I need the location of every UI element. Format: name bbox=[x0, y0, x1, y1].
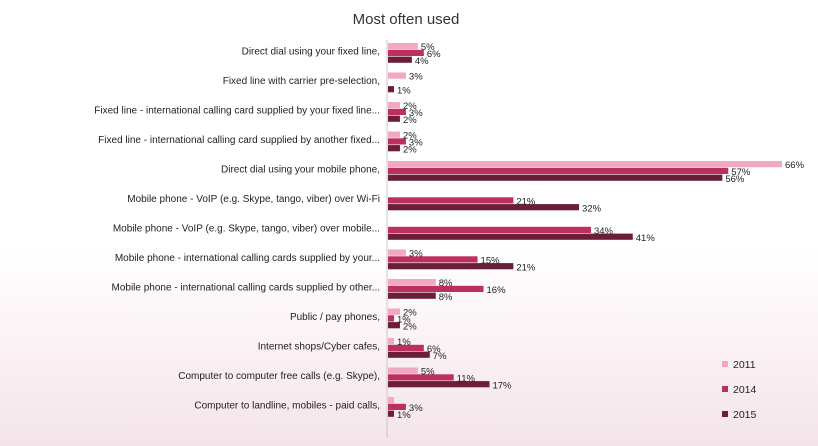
bar-2011 bbox=[388, 102, 400, 109]
data-label: 6% bbox=[427, 344, 441, 355]
bar-2015 bbox=[388, 351, 430, 358]
legend: 2011 2014 2015 bbox=[722, 359, 757, 421]
data-label: 2% bbox=[403, 144, 417, 155]
legend-swatch-2011 bbox=[722, 361, 728, 367]
data-label: 3% bbox=[409, 138, 423, 149]
data-label: 2% bbox=[403, 321, 417, 332]
category-label: Public / pay phones, bbox=[290, 312, 380, 323]
bar-2011 bbox=[388, 367, 418, 374]
bar-2015 bbox=[388, 115, 400, 122]
category-label: Direct dial using your fixed line, bbox=[242, 47, 380, 58]
data-label: 11% bbox=[457, 374, 476, 385]
data-label: 2% bbox=[403, 115, 417, 126]
category-label: Computer to landline, mobiles - paid cal… bbox=[194, 401, 380, 412]
bar-2015 bbox=[388, 381, 490, 388]
bar-2011 bbox=[388, 279, 436, 286]
bar-2014 bbox=[388, 49, 424, 56]
data-label: 56% bbox=[725, 174, 745, 185]
category-labels: Direct dial using your fixed line, Fixed … bbox=[94, 47, 380, 412]
value-labels: 5%6%4%3%1%2%3%2%2%3%2%66%57%56%21%32%34%… bbox=[397, 42, 805, 421]
data-label: 1% bbox=[397, 410, 411, 421]
bar-2015 bbox=[388, 56, 412, 63]
data-label: 2% bbox=[403, 101, 417, 112]
bar-2015 bbox=[388, 322, 400, 329]
data-label: 21% bbox=[516, 262, 536, 273]
bar-2014 bbox=[388, 256, 478, 263]
data-label: 3% bbox=[409, 249, 423, 260]
data-label: 34% bbox=[594, 226, 614, 237]
category-label: Mobile phone - VoIP (e.g. Skype, tango, … bbox=[127, 194, 380, 205]
bar-2014 bbox=[388, 167, 729, 174]
data-label: 3% bbox=[409, 403, 423, 414]
bar-2015 bbox=[388, 174, 723, 181]
bar-2014 bbox=[388, 108, 406, 115]
legend-label: 2014 bbox=[733, 384, 757, 396]
category-label: Fixed line - international calling card … bbox=[98, 135, 380, 146]
data-label: 8% bbox=[439, 292, 453, 303]
bar-2015 bbox=[388, 233, 633, 240]
category-label: Fixed line - international calling card … bbox=[94, 106, 380, 117]
legend-label: 2015 bbox=[733, 409, 757, 421]
data-label: 32% bbox=[582, 203, 602, 214]
data-label: 1% bbox=[397, 315, 411, 326]
bar-2011 bbox=[388, 397, 394, 404]
data-label: 1% bbox=[397, 85, 411, 96]
category-label: Internet shops/Cyber cafes, bbox=[258, 342, 380, 353]
data-label: 2% bbox=[403, 131, 417, 142]
bar-2015 bbox=[388, 410, 394, 417]
bar-2015 bbox=[388, 204, 580, 211]
bar-2014 bbox=[388, 285, 484, 292]
data-label: 4% bbox=[415, 56, 429, 67]
category-label: Mobile phone - VoIP (e.g. Skype, tango, … bbox=[113, 224, 380, 235]
data-label: 41% bbox=[636, 233, 656, 244]
bar-2015 bbox=[388, 145, 400, 152]
bar-2011 bbox=[388, 131, 400, 138]
legend-swatch-2014 bbox=[722, 386, 728, 392]
bar-2011 bbox=[388, 249, 406, 256]
data-label: 8% bbox=[439, 278, 453, 289]
bar-2015 bbox=[388, 292, 436, 299]
bar-2011 bbox=[388, 338, 394, 345]
chart-title: Most often used bbox=[353, 11, 460, 28]
data-label: 2% bbox=[403, 308, 417, 319]
data-label: 5% bbox=[421, 42, 435, 53]
data-label: 3% bbox=[409, 72, 423, 83]
data-label: 57% bbox=[731, 167, 751, 178]
bar-2014 bbox=[388, 138, 406, 145]
bar-2014 bbox=[388, 403, 406, 410]
bar-2014 bbox=[388, 344, 424, 351]
bar-2014 bbox=[388, 374, 454, 381]
legend-swatch-2015 bbox=[722, 411, 728, 417]
category-label: Mobile phone - international calling car… bbox=[112, 283, 381, 294]
category-label: Fixed line with carrier pre-selection, bbox=[223, 76, 380, 87]
data-label: 5% bbox=[421, 367, 435, 378]
bar-2015 bbox=[388, 263, 514, 270]
category-label: Mobile phone - international calling car… bbox=[115, 253, 380, 264]
bar-2014 bbox=[388, 315, 394, 322]
category-label: Computer to computer free calls (e.g. Sk… bbox=[178, 371, 380, 382]
category-label: Direct dial using your mobile phone, bbox=[221, 165, 380, 176]
bar-2015 bbox=[388, 86, 394, 93]
legend-label: 2011 bbox=[733, 359, 756, 371]
bar-2011 bbox=[388, 161, 783, 168]
bar-2011 bbox=[388, 308, 400, 315]
bar-2011 bbox=[388, 72, 406, 79]
data-label: 1% bbox=[397, 337, 411, 348]
data-label: 7% bbox=[433, 351, 447, 362]
data-label: 17% bbox=[492, 380, 512, 391]
bar-2014 bbox=[388, 226, 591, 233]
data-label: 6% bbox=[427, 49, 441, 60]
data-label: 3% bbox=[409, 108, 423, 119]
bars bbox=[388, 43, 783, 417]
data-label: 66% bbox=[785, 160, 805, 171]
data-label: 16% bbox=[487, 285, 507, 296]
data-label: 21% bbox=[516, 197, 536, 208]
data-label: 15% bbox=[481, 256, 501, 267]
bar-2011 bbox=[388, 43, 418, 50]
bar-2014 bbox=[388, 197, 514, 204]
